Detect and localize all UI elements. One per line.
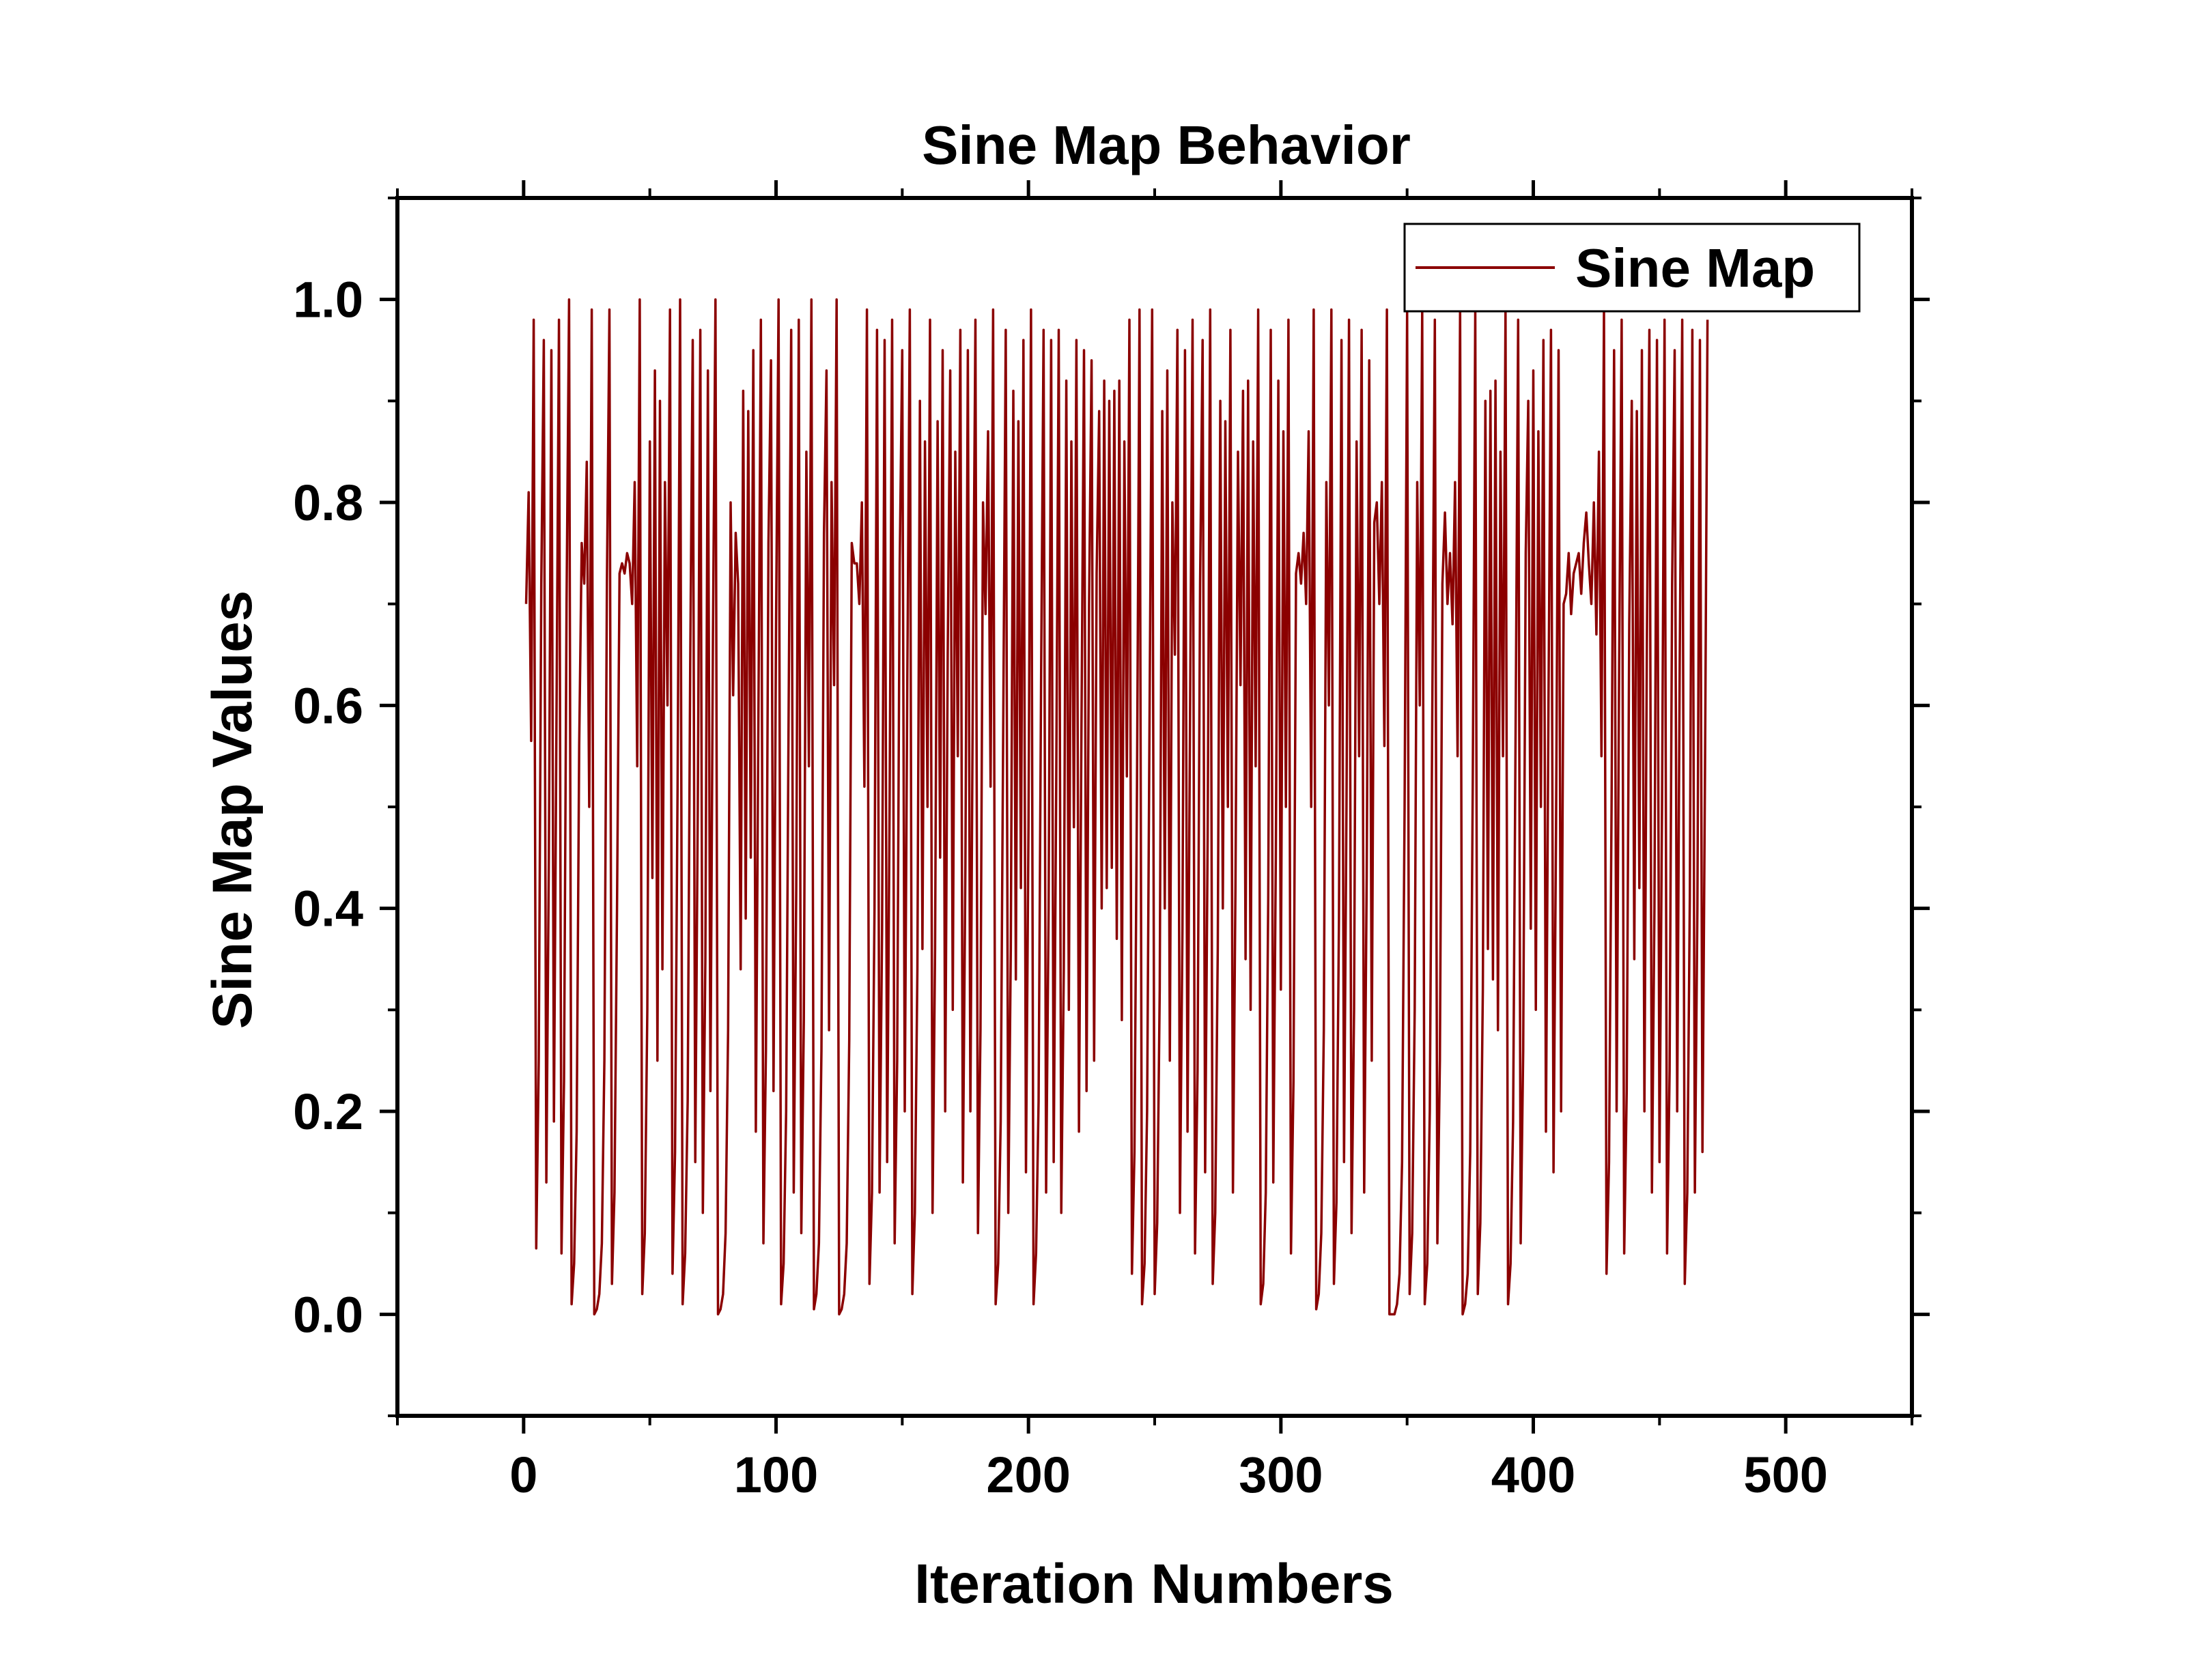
y-tick-label: 0.6 (293, 677, 363, 734)
plot-frame (395, 196, 1914, 1418)
legend-label: Sine Map (1575, 238, 1815, 298)
y-tick-label: 0.4 (293, 881, 363, 937)
series-layer (524, 298, 1709, 1316)
chart-title: Sine Map Behavior (922, 115, 1411, 175)
x-tick-label: 300 (1239, 1447, 1323, 1503)
series-line (524, 298, 1709, 1316)
ticks-layer: 0 100 200 300 400 500 0.0 0.2 0.4 0.6 0.8 1.0 (293, 180, 1930, 1503)
y-tick-label: 0.2 (293, 1083, 363, 1140)
y-tick-label: 1.0 (293, 272, 363, 328)
y-tick-label: 0.0 (293, 1286, 363, 1343)
x-tick-label: 0 (509, 1447, 537, 1503)
y-axis-title-group: Sine Map Values (201, 590, 264, 1029)
x-tick-label: 200 (986, 1447, 1070, 1503)
legend: Sine Map (1403, 223, 1861, 313)
x-axis-title: Iteration Numbers (914, 1553, 1394, 1615)
y-axis-title: Sine Map Values (201, 590, 264, 1029)
x-tick-label: 500 (1743, 1447, 1827, 1503)
x-tick-label: 400 (1491, 1447, 1575, 1503)
y-tick-label: 0.8 (293, 474, 363, 531)
x-tick-label: 100 (734, 1447, 818, 1503)
